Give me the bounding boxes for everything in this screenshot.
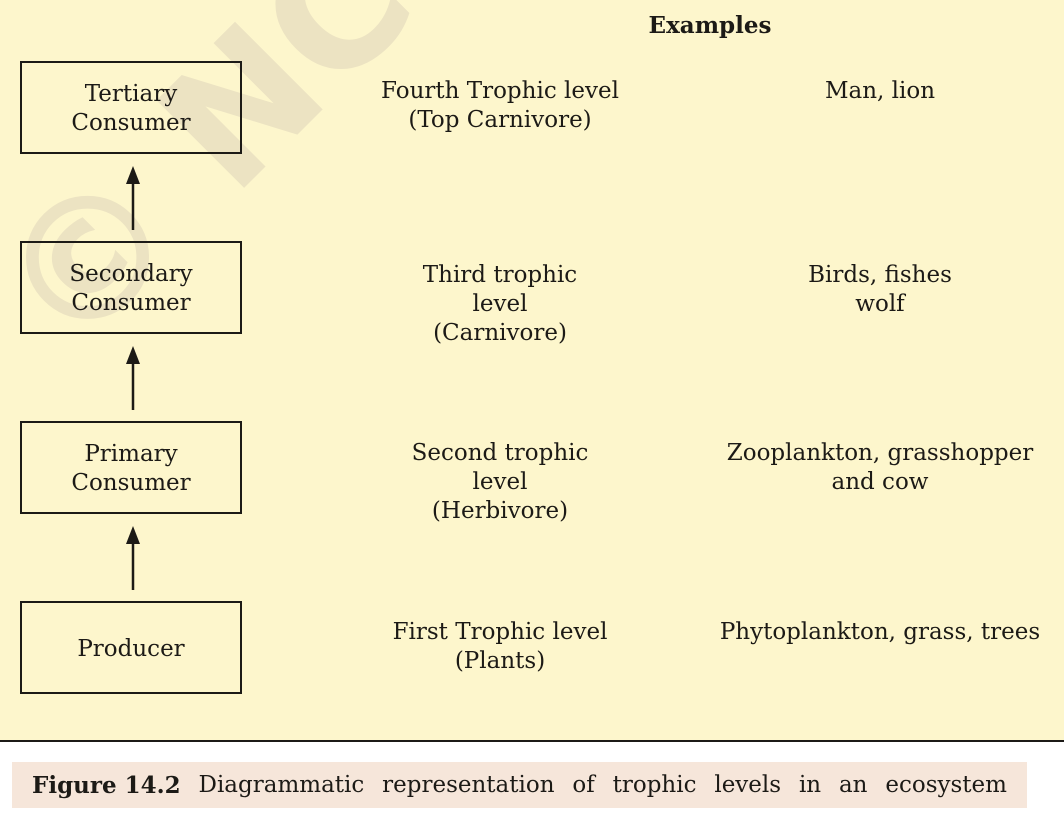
- box-primary-consumer: Primary Consumer: [20, 421, 242, 514]
- examples-level-2: Zooplankton, grasshopper and cow: [726, 440, 1034, 495]
- figure-label: Figure 14.2: [32, 771, 181, 799]
- examples-heading: Examples: [648, 12, 772, 39]
- caption-word: an: [838, 772, 868, 798]
- trophic-level-1: First Trophic level (Plants): [392, 619, 608, 674]
- trophic-level-2: Second trophic level (Herbivore): [411, 440, 589, 524]
- arrow-up-icon: [126, 526, 140, 590]
- diagram-panel: © NCERT not to be republished Examples T…: [0, 0, 1064, 740]
- arrow-up-icon: [126, 166, 140, 230]
- examples-level-3: Birds, fishes wolf: [808, 262, 952, 317]
- box-tertiary-consumer: Tertiary Consumer: [20, 61, 242, 154]
- caption-word: ecosystem: [885, 772, 1007, 798]
- divider: [0, 740, 1064, 742]
- caption-word: representation: [382, 772, 555, 798]
- trophic-level-3: Third trophic level (Carnivore): [422, 262, 578, 346]
- caption-word: in: [798, 772, 822, 798]
- examples-level-1: Phytoplankton, grass, trees: [719, 619, 1041, 645]
- caption-word: levels: [714, 772, 782, 798]
- caption-word: trophic: [612, 772, 697, 798]
- trophic-level-4: Fourth Trophic level (Top Carnivore): [381, 78, 619, 133]
- box-secondary-consumer: Secondary Consumer: [20, 241, 242, 334]
- arrow-up-icon: [126, 346, 140, 410]
- caption-word: of: [572, 772, 595, 798]
- examples-level-4: Man, lion: [824, 78, 936, 104]
- figure-caption: Figure 14.2 Diagrammatic representation …: [12, 762, 1027, 808]
- caption-word: Diagrammatic: [198, 772, 365, 798]
- box-producer: Producer: [20, 601, 242, 694]
